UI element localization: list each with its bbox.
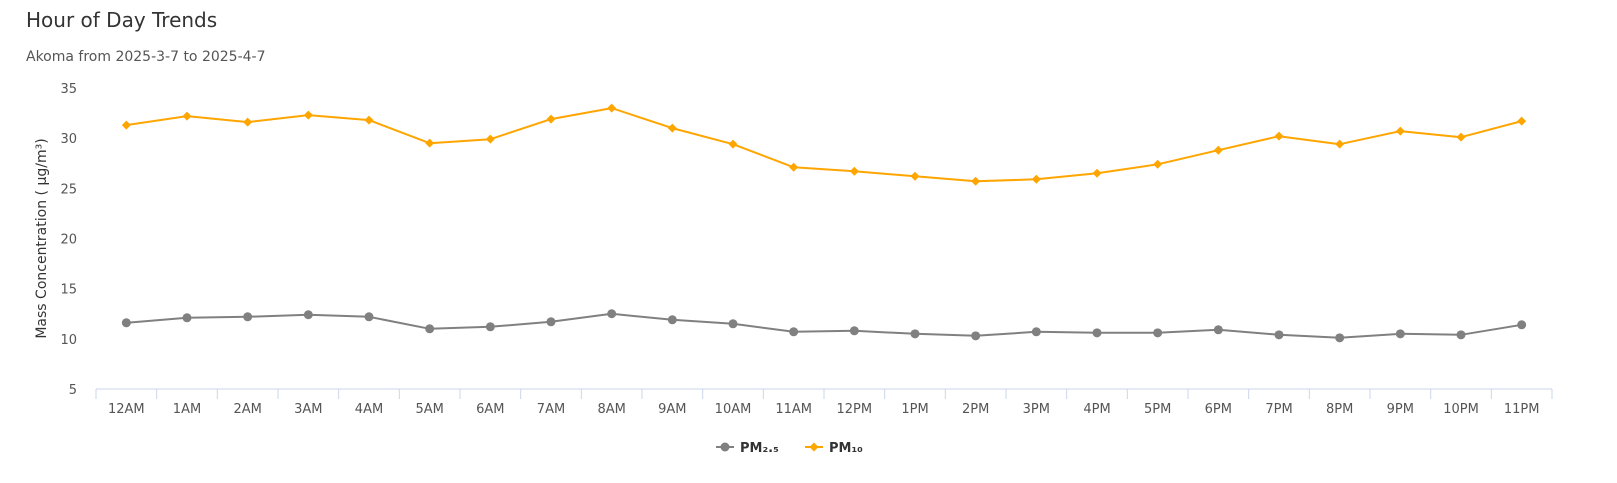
data-point[interactable] — [546, 114, 556, 124]
data-point[interactable] — [1031, 174, 1041, 184]
data-point[interactable] — [243, 312, 253, 322]
data-point[interactable] — [728, 319, 738, 329]
x-tick-label: 10PM — [1443, 402, 1479, 417]
series-line[interactable] — [126, 107, 1522, 183]
y-tick-label: 5 — [69, 383, 77, 398]
data-point[interactable] — [1517, 320, 1527, 330]
legend-item-pm25[interactable]: PM₂.₅ — [716, 441, 779, 456]
series-pm25[interactable] — [121, 309, 1527, 343]
series-layer — [121, 103, 1527, 343]
data-point[interactable] — [789, 327, 799, 337]
data-point[interactable] — [1456, 132, 1466, 142]
x-tick-label: 1AM — [173, 402, 201, 417]
data-point[interactable] — [425, 138, 435, 148]
x-tick-label: 8PM — [1326, 402, 1353, 417]
y-axis-ticks: 5 10 15 20 25 30 35 — [60, 82, 77, 398]
y-tick-label: 10 — [60, 333, 77, 348]
x-tick-label: 8AM — [597, 402, 625, 417]
legend-marker-symbol — [720, 442, 730, 452]
legend: PM₂.₅ PM₁₀ — [716, 441, 863, 456]
data-point[interactable] — [182, 111, 192, 121]
x-tick-label: 5AM — [415, 402, 443, 417]
data-point[interactable] — [667, 123, 677, 133]
data-point[interactable] — [243, 117, 253, 127]
y-tick-label: 15 — [60, 283, 77, 298]
y-tick-label: 20 — [60, 233, 77, 248]
x-tick-label: 10AM — [715, 402, 752, 417]
data-point[interactable] — [849, 166, 859, 176]
x-axis — [95, 388, 1553, 399]
x-tick-label: 2AM — [233, 402, 261, 417]
data-point[interactable] — [1395, 126, 1405, 136]
chart-title: Hour of Day Trends — [26, 8, 218, 32]
data-point[interactable] — [971, 331, 981, 341]
data-point[interactable] — [1153, 328, 1163, 338]
data-point[interactable] — [1395, 329, 1405, 339]
data-point[interactable] — [1213, 325, 1223, 335]
x-tick-label: 7PM — [1265, 402, 1292, 417]
data-point[interactable] — [1092, 168, 1102, 178]
data-point[interactable] — [425, 324, 435, 334]
x-tick-label: 11AM — [775, 402, 812, 417]
data-point[interactable] — [364, 312, 374, 322]
x-tick-label: 4PM — [1083, 402, 1110, 417]
data-point[interactable] — [1274, 330, 1284, 340]
x-tick-label: 3AM — [294, 402, 322, 417]
data-point[interactable] — [1153, 159, 1163, 169]
x-axis-ticks: 12AM 1AM 2AM 3AM 4AM 5AM 6AM 7AM 8AM 9AM 10AM 11AM 1… — [108, 402, 1539, 417]
data-point[interactable] — [485, 322, 495, 332]
x-tick-label: 6AM — [476, 402, 504, 417]
legend-label[interactable]: PM₂.₅ — [740, 441, 779, 456]
y-axis-title-text: Mass Concentration ( μg/m³) — [34, 138, 50, 338]
legend-marker-symbol — [809, 442, 819, 452]
data-point[interactable] — [485, 134, 495, 144]
data-point[interactable] — [364, 115, 374, 125]
data-point[interactable] — [789, 162, 799, 172]
data-point[interactable] — [607, 309, 617, 319]
x-tick-label: 3PM — [1023, 402, 1050, 417]
x-tick-label: 9PM — [1387, 402, 1414, 417]
data-point[interactable] — [1031, 327, 1041, 337]
x-tick-label: 9AM — [658, 402, 686, 417]
series-pm10[interactable] — [121, 103, 1527, 186]
data-point[interactable] — [546, 317, 556, 327]
legend-label[interactable]: PM₁₀ — [829, 441, 863, 456]
x-tick-label: 12AM — [108, 402, 145, 417]
y-tick-label: 35 — [60, 82, 77, 97]
data-point[interactable] — [1213, 145, 1223, 155]
y-axis-title: Mass Concentration ( μg/m³) — [34, 138, 50, 338]
data-point[interactable] — [303, 110, 313, 120]
data-point[interactable] — [1335, 333, 1345, 343]
data-point[interactable] — [728, 139, 738, 149]
y-tick-label: 25 — [60, 182, 77, 197]
data-point[interactable] — [667, 315, 677, 325]
x-tick-label: 11PM — [1504, 402, 1540, 417]
data-point[interactable] — [1517, 116, 1527, 126]
data-point[interactable] — [182, 313, 192, 323]
series-line[interactable] — [126, 312, 1522, 339]
data-point[interactable] — [1456, 330, 1466, 340]
legend-item-pm10[interactable]: PM₁₀ — [805, 441, 863, 456]
data-point[interactable] — [1092, 328, 1102, 338]
data-point[interactable] — [121, 120, 131, 130]
data-point[interactable] — [1274, 131, 1284, 141]
data-point[interactable] — [849, 326, 859, 336]
y-tick-label: 30 — [60, 132, 77, 147]
data-point[interactable] — [971, 176, 981, 186]
x-tick-label: 7AM — [537, 402, 565, 417]
chart-subtitle: Akoma from 2025-3-7 to 2025-4-7 — [26, 49, 266, 65]
data-point[interactable] — [1335, 139, 1345, 149]
x-tick-label: 2PM — [962, 402, 989, 417]
data-point[interactable] — [607, 103, 617, 113]
data-point[interactable] — [121, 318, 131, 328]
x-tick-label: 12PM — [837, 402, 873, 417]
data-point[interactable] — [910, 329, 920, 339]
data-point[interactable] — [910, 171, 920, 181]
x-tick-label: 5PM — [1144, 402, 1171, 417]
x-tick-label: 4AM — [355, 402, 383, 417]
x-tick-label: 1PM — [901, 402, 928, 417]
data-point[interactable] — [303, 310, 313, 320]
x-tick-label: 6PM — [1205, 402, 1232, 417]
